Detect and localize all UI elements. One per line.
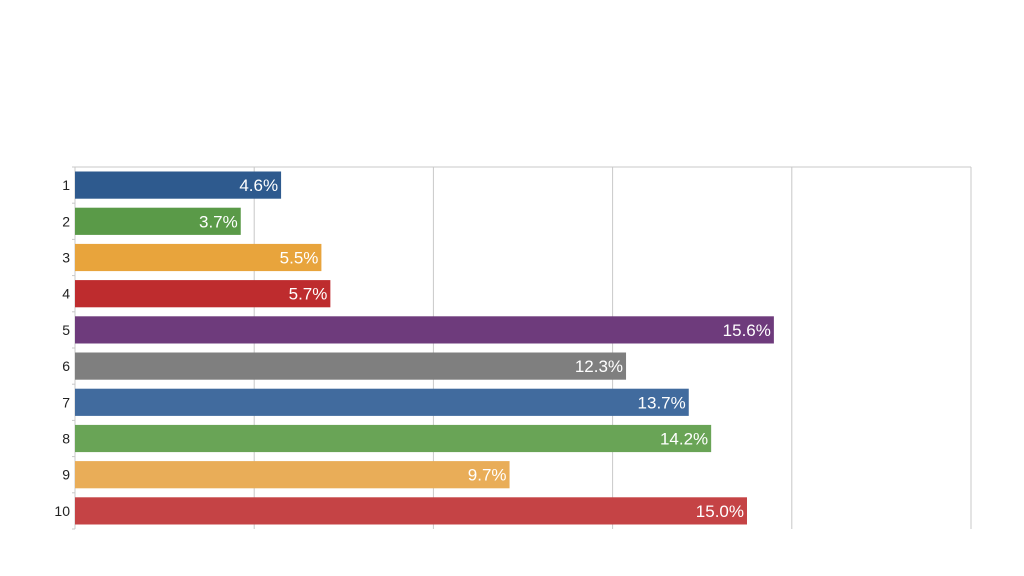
data-label: 15.6%: [723, 321, 771, 340]
y-tick-label: 7: [62, 394, 70, 410]
bar: [75, 280, 331, 308]
bar: [75, 171, 282, 199]
bar: [75, 388, 689, 416]
y-tick-label: 9: [62, 467, 70, 483]
y-tick-label: 4: [62, 286, 70, 302]
data-label: 12.3%: [575, 357, 623, 376]
data-label: 13.7%: [638, 393, 686, 412]
y-tick-label: 8: [62, 431, 70, 447]
y-tick-label: 3: [62, 250, 70, 266]
y-tick-label: 1: [62, 177, 70, 193]
data-label: 4.6%: [239, 176, 278, 195]
y-tick-label: 6: [62, 358, 70, 374]
y-tick-label: 10: [54, 503, 70, 519]
bar: [75, 497, 747, 525]
data-label: 5.7%: [289, 285, 328, 304]
data-label: 3.7%: [199, 212, 238, 231]
data-label: 14.2%: [660, 430, 708, 449]
data-label: 15.0%: [696, 502, 744, 521]
bar: [75, 461, 510, 489]
data-label: 5.5%: [280, 249, 319, 268]
bar: [75, 207, 241, 235]
bar: [75, 424, 712, 453]
bar: [75, 316, 774, 344]
bar: [75, 352, 627, 380]
y-tick-label: 5: [62, 322, 70, 338]
y-tick-label: 2: [62, 213, 70, 229]
data-label: 9.7%: [468, 466, 507, 485]
bar: [75, 243, 322, 272]
